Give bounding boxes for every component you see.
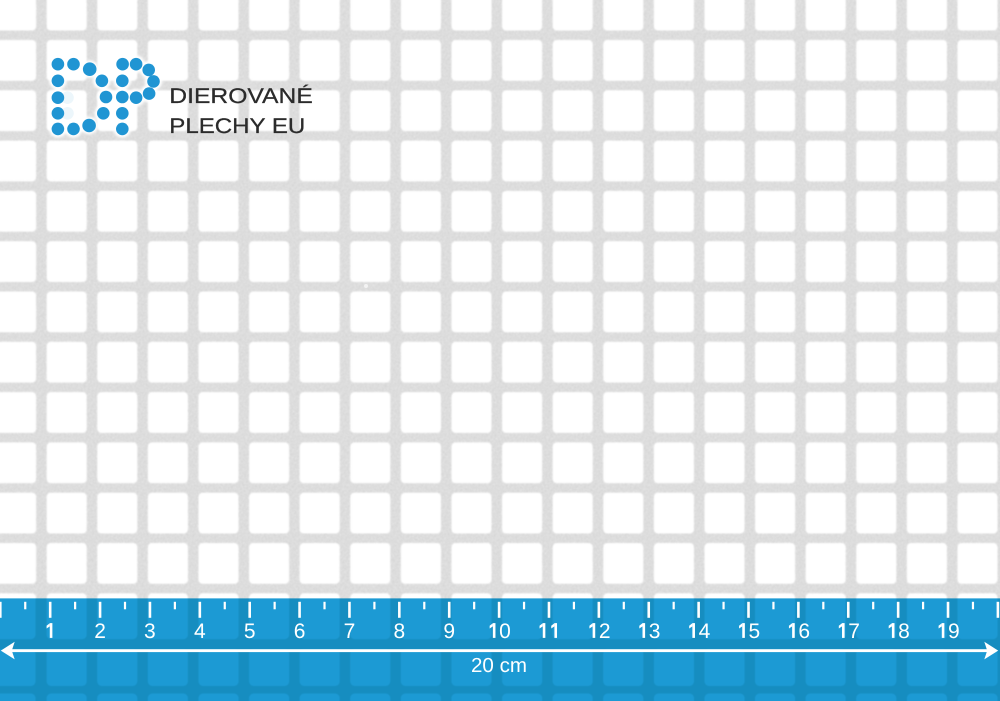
svg-text:4: 4	[699, 620, 711, 643]
svg-text:2: 2	[94, 620, 106, 643]
svg-text:5: 5	[244, 620, 256, 643]
svg-text:3: 3	[144, 620, 156, 643]
svg-text:6: 6	[294, 620, 306, 643]
svg-text:7: 7	[848, 620, 860, 643]
svg-text:PLECHY EU: PLECHY EU	[169, 115, 305, 138]
svg-text:7: 7	[344, 620, 356, 643]
svg-text:4: 4	[194, 620, 206, 643]
svg-text:3: 3	[649, 620, 661, 643]
svg-text:6: 6	[798, 620, 810, 643]
svg-text:2: 2	[599, 620, 611, 643]
svg-text:20 cm: 20 cm	[471, 655, 527, 677]
svg-text:8: 8	[393, 620, 405, 643]
svg-text:9: 9	[948, 620, 960, 643]
svg-text:0: 0	[499, 620, 511, 643]
svg-text:DIEROVANÉ: DIEROVANÉ	[169, 84, 312, 108]
svg-text:9: 9	[443, 620, 455, 643]
svg-text:8: 8	[898, 620, 910, 643]
svg-text:5: 5	[748, 620, 760, 643]
